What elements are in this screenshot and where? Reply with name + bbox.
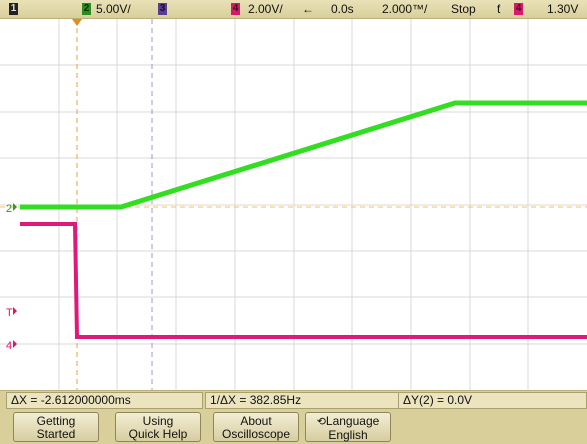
run-state: Stop: [451, 2, 476, 16]
softkey-bar: Getting Started Using Quick Help About O…: [0, 409, 587, 444]
trigger-position-marker: [72, 19, 82, 26]
channel-4-marker-arrow-icon: [13, 340, 17, 348]
graticule: [0, 19, 587, 390]
softkey-label-line1: About: [240, 414, 272, 428]
delta-y-readout: ΔY(2) = 0.0V: [398, 392, 587, 409]
inverse-delta-x-readout: 1/ΔX = 382.85Hz: [205, 392, 399, 409]
getting-started-button[interactable]: Getting Started: [13, 412, 99, 442]
channel-4-indicator[interactable]: 4: [231, 3, 240, 15]
about-oscilloscope-button[interactable]: About Oscilloscope: [213, 412, 299, 442]
time-scale: 2.000™/: [382, 2, 428, 16]
trigger-level: 1.30V: [547, 2, 579, 16]
channel-1-indicator[interactable]: 1: [9, 3, 18, 15]
channel-2-marker-arrow-icon: [13, 203, 17, 211]
quick-help-button[interactable]: Using Quick Help: [115, 412, 201, 442]
softkey-label-line2: Quick Help: [128, 427, 188, 441]
rotate-knob-icon: ⟲: [316, 416, 326, 428]
language-button[interactable]: ⟲Language English: [305, 412, 391, 442]
channel-4-ground-marker[interactable]: 4: [6, 340, 12, 352]
channel-2-ground-marker[interactable]: 2: [6, 203, 12, 215]
channel-2-trace: [20, 100, 587, 210]
time-delay: 0.0s: [331, 2, 354, 16]
trigger-marker-arrow-icon: [13, 307, 17, 315]
softkey-label-line2: English: [328, 428, 368, 442]
language-label-row: ⟲Language: [306, 415, 390, 429]
channel-4-trace: [20, 222, 587, 339]
channel-2-indicator[interactable]: 2: [82, 3, 91, 15]
waveform-display[interactable]: 2 T 4: [0, 19, 587, 390]
softkey-label-line2: Oscilloscope: [221, 427, 291, 441]
softkey-label-line1: Getting: [36, 414, 76, 428]
softkey-label-line1: Language: [325, 414, 380, 428]
measurement-bar: ΔX = -2.612000000ms 1/ΔX = 382.85Hz ΔY(2…: [0, 390, 587, 409]
softkey-label-line2: Started: [36, 427, 76, 441]
waveform-canvas: 2 T 4: [0, 19, 587, 390]
trigger-level-marker[interactable]: T: [6, 307, 13, 319]
trigger-channel-indicator: 4: [514, 3, 523, 15]
channel-4-scale: 2.00V/: [248, 2, 283, 16]
delay-arrow-icon: ←: [302, 2, 314, 16]
trigger-slope-icon: ƭ: [497, 2, 501, 16]
channel-3-indicator[interactable]: 3: [158, 3, 167, 15]
softkey-label-line1: Using: [142, 414, 174, 428]
delta-x-readout: ΔX = -2.612000000ms: [6, 392, 203, 409]
channel-2-scale: 5.00V/: [96, 2, 131, 16]
status-bar: 1 2 5.00V/ 3 4 2.00V/ ← 0.0s 2.000™/ Sto…: [0, 0, 587, 19]
